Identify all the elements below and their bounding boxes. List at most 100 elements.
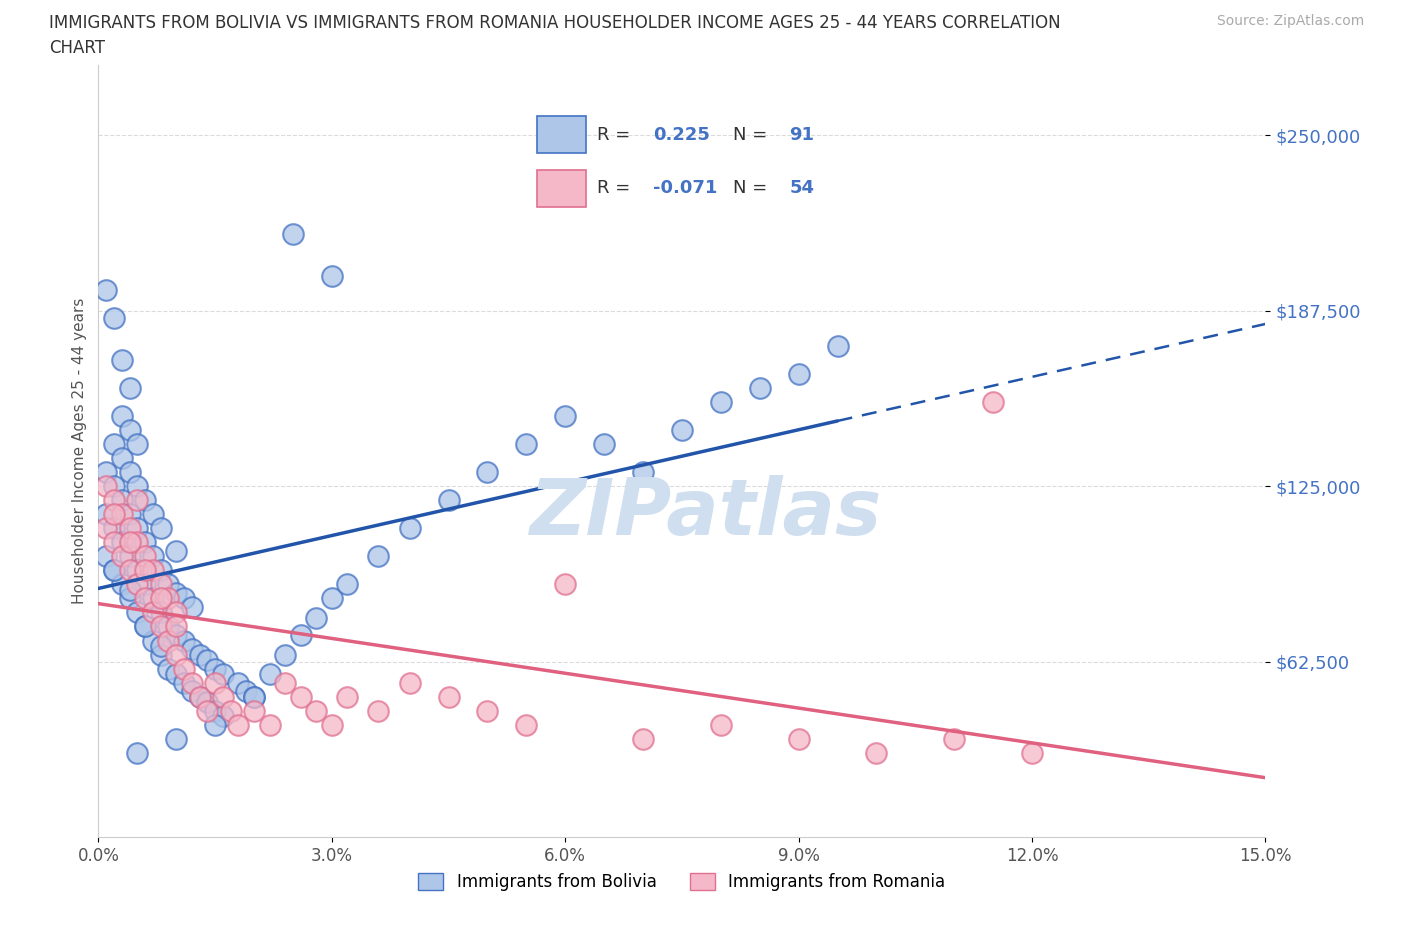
Point — [111, 493, 134, 508]
Point — [118, 582, 141, 597]
Point — [305, 611, 328, 626]
Point — [103, 563, 125, 578]
Point — [195, 703, 218, 718]
Point — [180, 675, 202, 690]
Text: Source: ZipAtlas.com: Source: ZipAtlas.com — [1216, 14, 1364, 28]
Point — [981, 394, 1004, 409]
Point — [259, 717, 281, 732]
Point — [274, 647, 297, 662]
Point — [477, 465, 499, 480]
Text: CHART: CHART — [49, 39, 105, 57]
Point — [103, 521, 125, 536]
Point — [149, 619, 172, 634]
Point — [593, 436, 616, 451]
Point — [149, 521, 172, 536]
Point — [134, 577, 156, 591]
Point — [96, 479, 118, 494]
Point — [118, 549, 141, 564]
Point — [157, 577, 180, 591]
Point — [710, 394, 733, 409]
Point — [554, 408, 576, 423]
Point — [180, 684, 202, 698]
Point — [188, 689, 211, 704]
Point — [321, 717, 343, 732]
Text: IMMIGRANTS FROM BOLIVIA VS IMMIGRANTS FROM ROMANIA HOUSEHOLDER INCOME AGES 25 - : IMMIGRANTS FROM BOLIVIA VS IMMIGRANTS FR… — [49, 14, 1062, 32]
Y-axis label: Householder Income Ages 25 - 44 years: Householder Income Ages 25 - 44 years — [72, 298, 87, 604]
Point — [212, 709, 235, 724]
Point — [243, 689, 266, 704]
Point — [96, 549, 118, 564]
Point — [118, 465, 141, 480]
Point — [149, 605, 172, 620]
Point — [188, 689, 211, 704]
Point — [111, 352, 134, 367]
Point — [127, 535, 149, 550]
Point — [142, 633, 165, 648]
Point — [437, 689, 460, 704]
Point — [165, 585, 187, 600]
Point — [290, 689, 312, 704]
Point — [204, 675, 226, 690]
Point — [321, 591, 343, 605]
Point — [103, 535, 125, 550]
Point — [127, 493, 149, 508]
Point — [235, 684, 257, 698]
Point — [149, 591, 172, 605]
Point — [149, 577, 172, 591]
Point — [118, 380, 141, 395]
Point — [398, 521, 420, 536]
Point — [631, 731, 654, 746]
Point — [204, 703, 226, 718]
Point — [173, 675, 195, 690]
Point — [1021, 745, 1043, 760]
Point — [142, 563, 165, 578]
Point — [204, 661, 226, 676]
Point — [173, 661, 195, 676]
Point — [149, 563, 172, 578]
Point — [515, 436, 537, 451]
Point — [398, 675, 420, 690]
Point — [111, 549, 134, 564]
Point — [103, 479, 125, 494]
Point — [127, 605, 149, 620]
Point — [180, 600, 202, 615]
Point — [787, 366, 810, 381]
Point — [103, 507, 125, 522]
Point — [142, 549, 165, 564]
Point — [212, 689, 235, 704]
Point — [165, 647, 187, 662]
Point — [710, 717, 733, 732]
Point — [149, 647, 172, 662]
Point — [118, 535, 141, 550]
Point — [787, 731, 810, 746]
Point — [259, 667, 281, 682]
Point — [228, 717, 250, 732]
Point — [127, 479, 149, 494]
Point — [118, 507, 141, 522]
Point — [188, 647, 211, 662]
Point — [671, 422, 693, 437]
Point — [103, 311, 125, 325]
Point — [134, 591, 156, 605]
Point — [367, 549, 389, 564]
Point — [134, 619, 156, 634]
Point — [219, 703, 242, 718]
Point — [243, 689, 266, 704]
Point — [127, 521, 149, 536]
Point — [367, 703, 389, 718]
Point — [134, 563, 156, 578]
Point — [165, 667, 187, 682]
Point — [111, 507, 134, 522]
Point — [228, 675, 250, 690]
Point — [149, 639, 172, 654]
Point — [127, 577, 149, 591]
Point — [96, 282, 118, 297]
Point — [195, 653, 218, 668]
Point — [103, 436, 125, 451]
Point — [96, 465, 118, 480]
Point — [111, 535, 134, 550]
Point — [103, 563, 125, 578]
Point — [142, 605, 165, 620]
Point — [165, 543, 187, 558]
Point — [281, 226, 304, 241]
